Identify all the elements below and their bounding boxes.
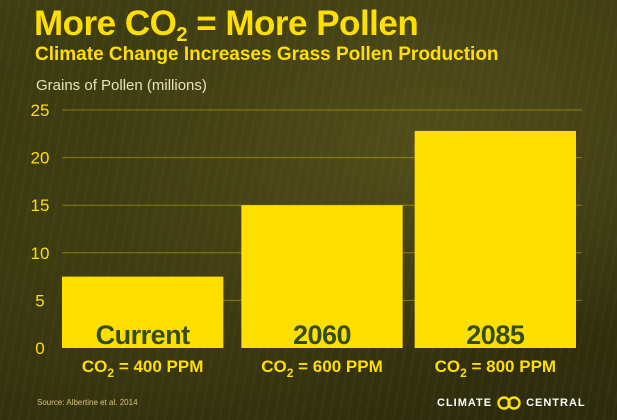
bars: Current 2060 2085 [62, 130, 576, 350]
y-tick-label: 20 [31, 149, 50, 168]
bar-category-label: 2060 [293, 320, 351, 350]
climate-central-logo: CLIMATE CENTRAL [437, 396, 586, 410]
y-tick-label: 0 [35, 339, 44, 358]
y-tick-label: 10 [31, 244, 50, 263]
bar-category-label: 2085 [466, 320, 525, 350]
y-tick-label: 25 [31, 101, 50, 120]
bar [414, 130, 576, 348]
co2-labels: CO2 = 400 PPM CO2 = 600 PPM CO2 = 800 PPM [82, 357, 556, 380]
bar [62, 276, 224, 348]
bar-category-label: Current [96, 320, 191, 350]
chart-subtitle: Climate Change Increases Grass Pollen Pr… [35, 44, 499, 65]
co2-level-label: CO2 = 600 PPM [261, 357, 383, 380]
y-tick-label: 5 [35, 291, 44, 310]
y-axis-label: Grains of Pollen (millions) [36, 77, 207, 94]
co2-level-label: CO2 = 400 PPM [82, 357, 204, 380]
brand-left-text: CLIMATE [437, 397, 493, 409]
source-note: Source: Albertine et al. 2014 [37, 398, 138, 407]
chart-title: More CO2 = More Pollen [34, 4, 419, 46]
y-axis-ticks: 0 5 10 15 20 25 [31, 101, 50, 358]
brand-right-text: CENTRAL [526, 397, 586, 409]
climate-central-logo-icon [497, 396, 521, 410]
bar [241, 205, 403, 348]
co2-level-label: CO2 = 800 PPM [435, 357, 557, 380]
y-tick-label: 15 [31, 196, 50, 215]
